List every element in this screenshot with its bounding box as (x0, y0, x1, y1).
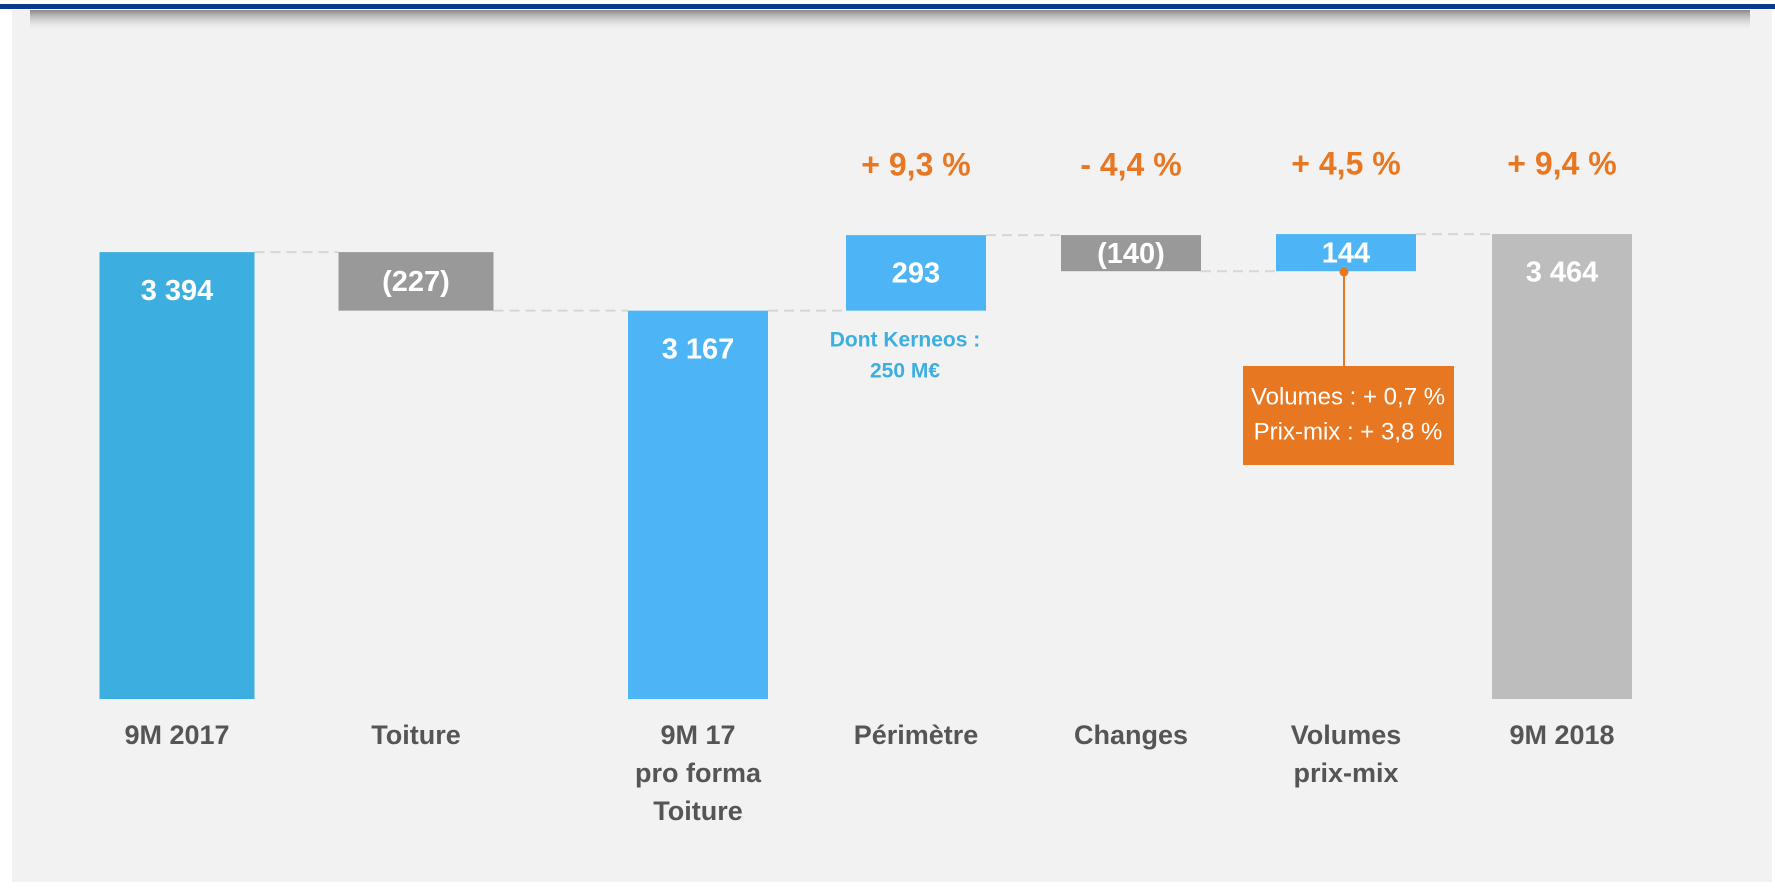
plot: 3 394 9M 2017 (227) Toiture 3 167 9M 17 pro fo… (99, 146, 1632, 826)
bar (338, 252, 494, 311)
note: Prix-mix : + 3,8 % (1254, 418, 1443, 445)
connector-dot (1339, 267, 1349, 277)
change-label: + 4,5 % (1291, 146, 1400, 182)
x-tick-label: 9M 17 (660, 720, 735, 750)
bar (628, 310, 768, 699)
value-label: 3 464 (1526, 257, 1599, 289)
note: Dont Kerneos : (830, 329, 981, 352)
x-tick-label: pro forma (635, 758, 762, 788)
value-label: 3 394 (141, 275, 214, 307)
x-tick-label: Volumes (1291, 720, 1402, 750)
bar (1061, 235, 1201, 272)
x-tick-label: Périmètre (854, 720, 979, 750)
note: 250 M€ (870, 360, 940, 383)
bar (1492, 234, 1632, 699)
value-label: 3 167 (662, 333, 735, 365)
header-shadow (30, 10, 1750, 32)
value-label: 144 (1322, 237, 1370, 269)
value-label: (227) (382, 266, 450, 298)
x-tick-label: Toiture (653, 796, 743, 826)
header-line (0, 4, 1775, 9)
bar (1276, 234, 1416, 272)
value-label: 293 (892, 258, 940, 290)
value-label: (140) (1097, 238, 1165, 270)
note-box (1243, 366, 1454, 465)
change-label: + 9,4 % (1507, 146, 1616, 182)
change-label: + 9,3 % (861, 147, 970, 183)
x-tick-label: Changes (1074, 720, 1188, 750)
x-tick-label: 9M 2018 (1509, 720, 1614, 750)
bar (99, 252, 255, 699)
change-label: - 4,4 % (1080, 147, 1181, 183)
x-tick-label: prix-mix (1293, 758, 1398, 788)
bar (846, 235, 986, 311)
x-tick-label: Toiture (371, 720, 461, 750)
x-tick-label: 9M 2017 (124, 720, 229, 750)
panel (12, 10, 1772, 882)
note: Volumes : + 0,7 % (1251, 383, 1445, 410)
